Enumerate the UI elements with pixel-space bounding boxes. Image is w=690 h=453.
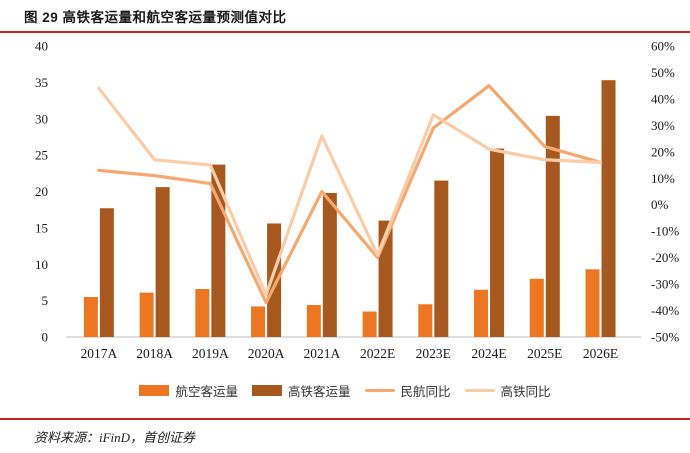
- x-axis-category-label: 2024E: [471, 346, 506, 361]
- bar-hsr-2021A[interactable]: [322, 192, 337, 337]
- bar-hsr-2020A[interactable]: [267, 223, 282, 337]
- left-axis-tick-label: 35: [35, 75, 48, 90]
- legend-label: 民航同比: [400, 384, 451, 399]
- combo-chart: 0 5 10 15 20 25 30 35 40 -50% -40% -30% -20% -10% 0% 10…: [35, 39, 679, 362]
- bar-aviation-2024E[interactable]: [474, 289, 489, 337]
- bar-aviation-2025E[interactable]: [529, 278, 544, 337]
- right-axis-tick-label: 0%: [651, 197, 669, 212]
- aviation-yoy-line-swatch-icon: [364, 388, 395, 392]
- source-note: 资料来源：iFinD，首创证券: [0, 418, 690, 446]
- right-axis-tick-label: -30%: [651, 277, 679, 292]
- hsr-yoy-line-swatch-icon: [464, 388, 495, 392]
- bar-hsr-2026E[interactable]: [601, 80, 616, 337]
- line-aviation-yoy[interactable]: [97, 84, 603, 305]
- bar-hsr-2025E[interactable]: [545, 115, 560, 337]
- bar-hsr-2024E[interactable]: [490, 148, 505, 337]
- x-axis-category-label: 2017A: [80, 346, 117, 361]
- left-axis-tick-label: 5: [42, 293, 49, 308]
- right-axis-tick-label: -20%: [651, 250, 679, 265]
- bar-hsr-2017A[interactable]: [99, 208, 114, 337]
- legend-item-aviation-yoy[interactable]: 民航同比: [364, 381, 451, 400]
- legend-item-aviation-volume[interactable]: 航空客运量: [139, 381, 238, 400]
- legend-label: 航空客运量: [175, 384, 238, 399]
- right-axis-tick-label: -50%: [651, 330, 679, 345]
- bar-aviation-2021A[interactable]: [306, 304, 321, 337]
- right-axis-tick-label: -40%: [651, 303, 679, 318]
- x-axis-category-label: 2025E: [527, 346, 562, 361]
- left-axis-tick-label: 0: [42, 330, 49, 345]
- chart-legend: 航空客运量 高铁客运量 民航同比 高铁同比: [0, 378, 690, 402]
- line-hsr-yoy[interactable]: [97, 86, 603, 297]
- bar-aviation-2022E[interactable]: [362, 311, 377, 337]
- bar-aviation-2023E[interactable]: [418, 304, 433, 337]
- right-axis-tick-label: 50%: [651, 65, 675, 80]
- left-axis-tick-label: 10: [35, 257, 48, 272]
- left-axis-tick-label: 40: [35, 39, 48, 54]
- x-axis-category-label: 2022E: [360, 346, 395, 361]
- legend-label: 高铁同比: [500, 384, 551, 399]
- x-axis-category-label: 2023E: [416, 346, 451, 361]
- x-axis-category-label: 2019A: [192, 346, 229, 361]
- right-axis-tick-label: 20%: [651, 144, 675, 159]
- left-axis-tick-label: 15: [35, 220, 48, 235]
- left-axis-tick-label: 20: [35, 184, 48, 199]
- x-axis-category-label: 2020A: [248, 346, 285, 361]
- x-axis-category-label: 2021A: [303, 346, 340, 361]
- left-axis-tick-label: 30: [35, 111, 48, 126]
- legend-item-hsr-volume[interactable]: 高铁客运量: [251, 381, 351, 400]
- figure-title: 图 29 高铁客运量和航空客运量预测值对比: [0, 0, 690, 33]
- bar-hsr-2018A[interactable]: [155, 187, 170, 337]
- legend-item-hsr-yoy[interactable]: 高铁同比: [464, 381, 551, 400]
- bar-aviation-2017A[interactable]: [83, 296, 98, 337]
- right-axis-tick-label: -10%: [651, 224, 679, 239]
- bar-aviation-2018A[interactable]: [139, 292, 154, 337]
- hsr-bar-swatch-icon: [251, 384, 282, 396]
- bar-aviation-2020A[interactable]: [251, 306, 266, 337]
- right-axis-tick-label: 40%: [651, 91, 675, 106]
- right-axis-tick-label: 30%: [651, 118, 675, 133]
- x-axis-category-label: 2018A: [136, 346, 173, 361]
- bar-aviation-2026E[interactable]: [585, 269, 600, 337]
- x-axis-category-label: 2026E: [583, 346, 618, 361]
- bar-hsr-2023E[interactable]: [434, 180, 449, 337]
- right-axis-tick-label: 60%: [651, 39, 675, 54]
- aviation-bar-swatch-icon: [139, 384, 170, 396]
- legend-label: 高铁客运量: [287, 384, 351, 399]
- left-axis-tick-label: 25: [35, 148, 48, 163]
- bar-aviation-2019A[interactable]: [195, 288, 210, 337]
- right-axis-tick-label: 10%: [651, 171, 675, 186]
